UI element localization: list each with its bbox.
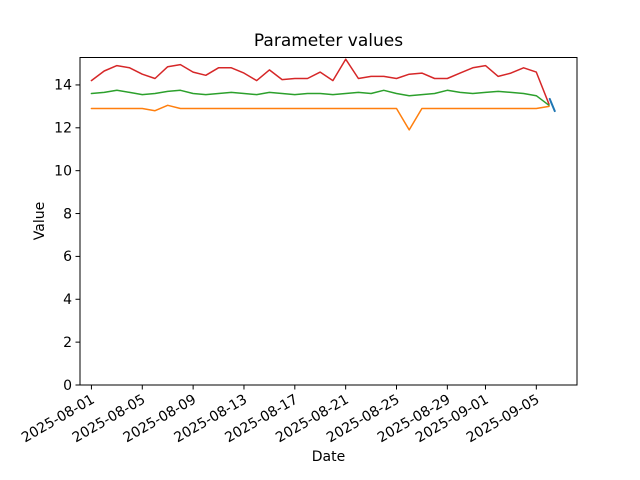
y-tick-label: 6 xyxy=(63,249,72,265)
y-tick-label: 14 xyxy=(54,78,72,94)
y-tick-label: 0 xyxy=(63,378,72,394)
plot-frame xyxy=(79,57,578,386)
y-axis-label: Value xyxy=(32,201,48,241)
y-tick-label: 12 xyxy=(54,121,72,137)
x-axis-label: Date xyxy=(311,449,346,465)
series-green-line xyxy=(90,89,550,107)
series-orange-line xyxy=(90,104,550,131)
y-tick-label: 8 xyxy=(63,206,72,222)
series-blue-final-line xyxy=(548,97,556,113)
y-tick-label: 2 xyxy=(63,335,72,351)
series-red-line xyxy=(90,58,550,105)
y-tick-label: 10 xyxy=(54,163,72,179)
chart-title: Parameter values xyxy=(253,31,404,51)
y-tick-label: 4 xyxy=(63,292,72,308)
